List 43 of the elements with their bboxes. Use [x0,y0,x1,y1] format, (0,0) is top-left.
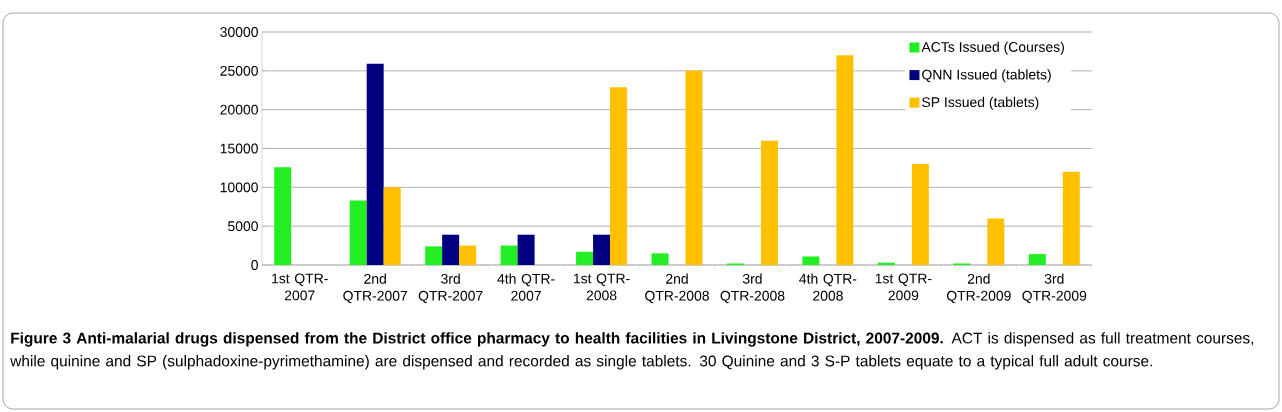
x-tick-label: 2nd QTR-2008 [645,273,709,304]
bar [911,164,929,265]
legend-label: SP Issued (tablets) [922,96,1039,110]
x-tick-label: 2nd QTR-2007 [343,273,408,304]
bar [685,70,703,265]
x-tick-label: 4th QTR-2008 [799,273,857,301]
bar [593,234,611,265]
y-tick-label: 0 [251,260,258,270]
x-tick-label: 3rd QTR-2007 [418,273,483,304]
x-tick-label: 3rd QTR-2008 [720,273,785,304]
bar [1062,171,1080,265]
x-tick-label: 2nd QTR-2009 [946,273,1011,304]
y-tick-label: 30000 [220,27,258,37]
bar [425,246,443,265]
bar [610,87,628,265]
y-tick-label: 15000 [220,143,258,154]
y-tick-label: 25000 [220,65,258,76]
x-tick-label: 3rd QTR-2009 [1022,273,1087,304]
bar [517,234,535,265]
bar [651,253,669,265]
legend-label: QNN Issued (tablets) [922,69,1051,83]
bar [500,245,518,265]
text: Figure 3 Anti-malarial drugs dispensed from the District office pharmacy to health facilities in Livingstone District, 2007-2009. ACT is dispensed as full treatment courses, while quinine and SP (sulphadoxine-pyrimethamine) are dispensed and recorded as single tablets. 30 Quinine and 3 S-P tablets equate to a typical full adult course. [10,332,1254,370]
bar [383,187,401,265]
bar [274,167,292,265]
x-tick-label: 4th QTR-2007 [497,273,555,301]
bar [442,234,460,265]
bar [987,218,1005,265]
bar [760,140,778,265]
x-tick-label: 1st QTR-2007 [272,273,328,301]
y-tick-label: 20000 [220,104,258,115]
bar [459,245,477,265]
bar [349,200,367,265]
x-tick-label: 1st QTR-2009 [875,273,932,301]
y-tick-label: 5000 [228,221,258,232]
bar [366,63,384,265]
bar [802,256,820,265]
bar [836,55,854,265]
legend-label: ACTs Issued (Courses) [921,41,1064,55]
x-tick-label: 1st QTR-2008 [573,273,630,301]
bar [1028,254,1046,265]
bar [576,251,594,265]
y-tick-label: 10000 [220,182,258,193]
